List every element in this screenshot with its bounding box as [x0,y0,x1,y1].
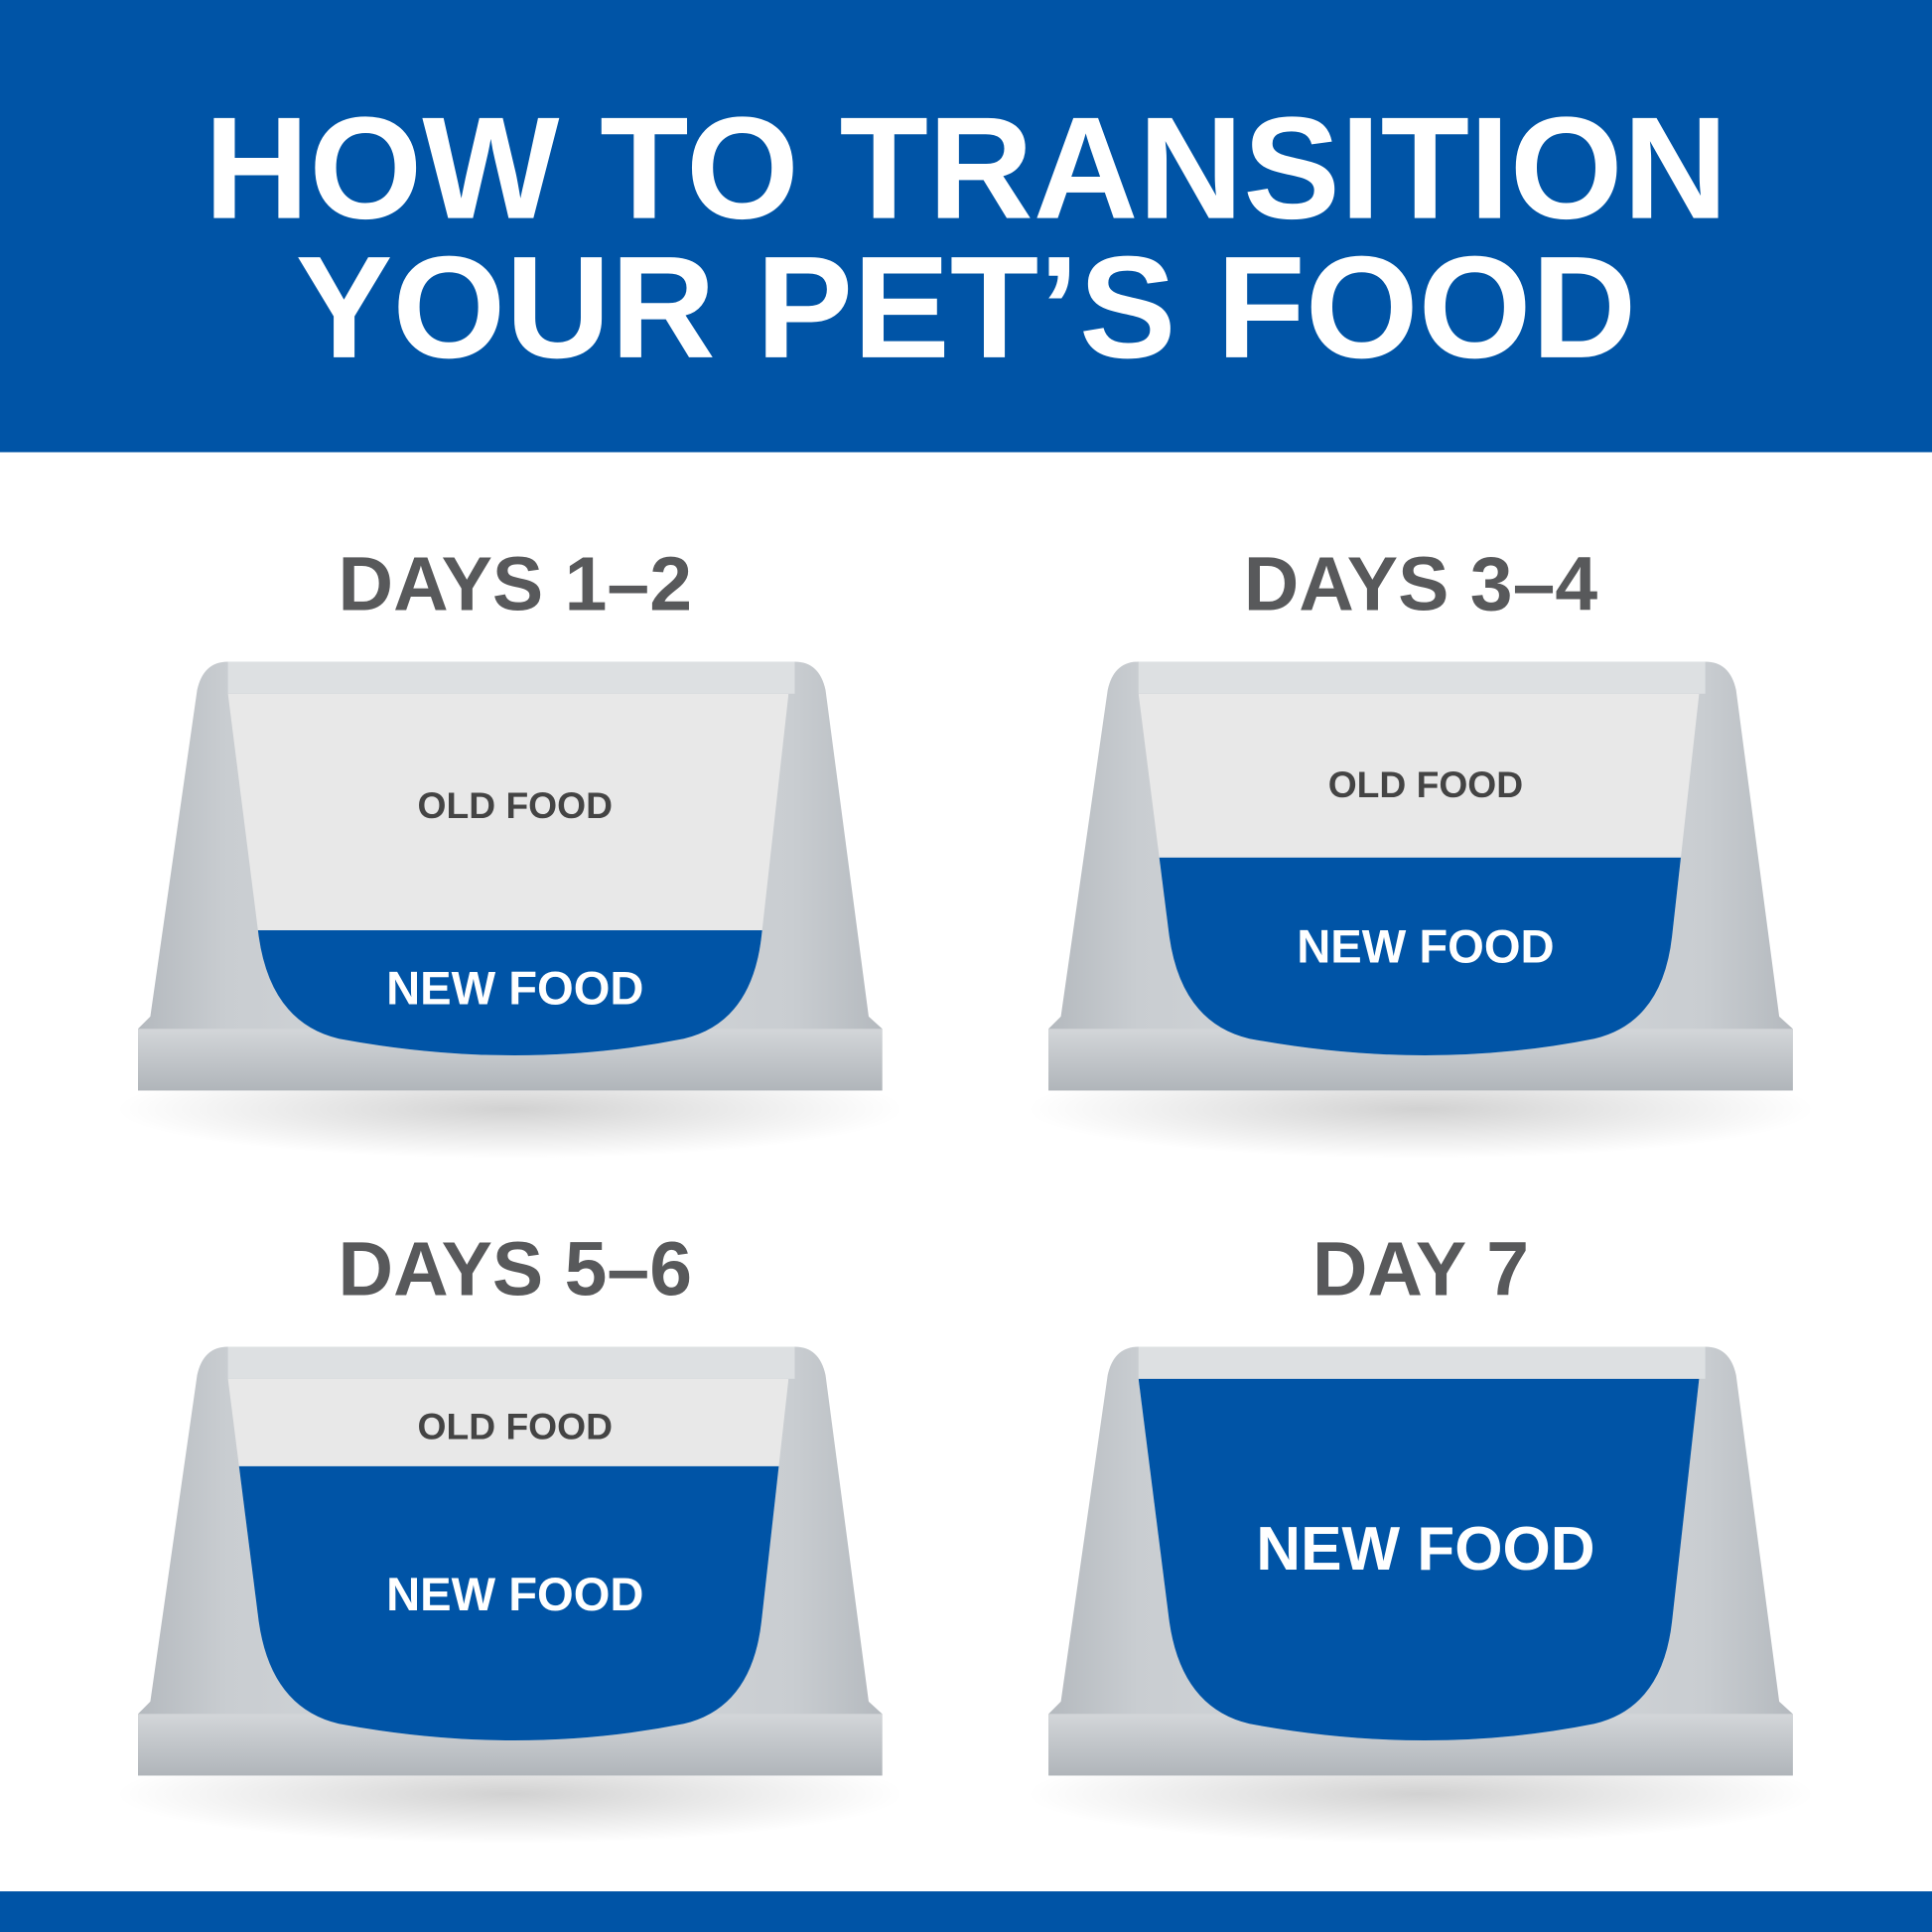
new-food-portion [227,1465,789,1741]
step-title: DAY 7 [1312,1226,1529,1311]
bowl-rim [1138,661,1706,694]
food-bowl: OLD FOOD NEW FOOD [115,661,904,1159]
step-title: DAYS 3–4 [1244,541,1598,626]
footer-bar [0,1891,1932,1932]
title-line-2: YOUR PET’S FOOD [296,226,1637,389]
bowl-rim [227,1346,795,1379]
bowl-rim [1138,1346,1706,1379]
title-line-1: HOW TO TRANSITION [205,87,1728,250]
new-food-label: NEW FOOD [386,961,643,1014]
new-food-label: NEW FOOD [386,1568,643,1620]
food-bowl: NEW FOOD [1026,1346,1816,1844]
step-title: DAYS 5–6 [339,1226,692,1311]
old-food-label: OLD FOOD [418,1406,613,1448]
step-1: DAYS 1–2 OLD FOOD NEW FOOD [115,541,904,1159]
food-bowl: OLD FOOD NEW FOOD [1026,661,1816,1159]
old-food-label: OLD FOOD [418,784,613,826]
new-food-portion [1138,1378,1700,1741]
step-2: DAYS 3–4 OLD FOOD NEW FOOD [1026,541,1816,1159]
step-4: DAY 7 NEW FOOD [1026,1226,1816,1844]
header-banner [0,0,1932,453]
step-3: DAYS 5–6 OLD FOOD NEW FOOD [115,1226,904,1844]
new-food-portion [1138,857,1700,1055]
new-food-label: NEW FOOD [1297,919,1554,972]
new-food-label: NEW FOOD [1256,1515,1594,1584]
bowl-rim [227,661,795,694]
food-bowl: OLD FOOD NEW FOOD [115,1346,904,1844]
step-title: DAYS 1–2 [339,541,692,626]
old-food-label: OLD FOOD [1328,763,1523,805]
